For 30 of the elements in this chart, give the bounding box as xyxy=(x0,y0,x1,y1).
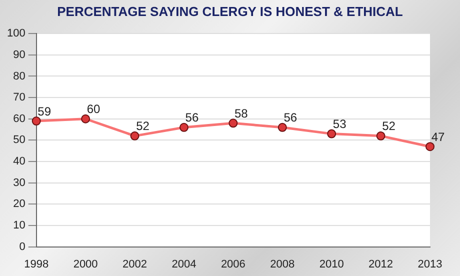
y-tick-label: 60 xyxy=(13,112,26,125)
data-label: 58 xyxy=(234,106,248,120)
data-label: 52 xyxy=(136,119,150,134)
x-tick-label: 2008 xyxy=(270,258,295,270)
x-tick-label: 2000 xyxy=(73,258,98,270)
y-tick-label: 70 xyxy=(13,92,26,104)
x-tick-label: 2013 xyxy=(418,258,442,270)
y-tick-label: 80 xyxy=(13,70,26,82)
x-tick-label: 2006 xyxy=(220,258,246,270)
x-tick-label: 2002 xyxy=(122,258,148,270)
y-tick-label: 30 xyxy=(13,176,26,189)
chart-title: PERCENTAGE SAYING CLERGY IS HONEST & ETHICAL xyxy=(56,4,404,19)
data-label: 59 xyxy=(38,104,52,118)
x-tick-label: 1998 xyxy=(24,258,49,270)
y-tick-label: 20 xyxy=(13,198,26,210)
y-tick-label: 50 xyxy=(13,134,26,146)
data-label: 53 xyxy=(332,117,347,132)
y-tick-label: 10 xyxy=(13,220,26,232)
y-tick-label: 40 xyxy=(13,156,26,168)
x-tick-label: 2012 xyxy=(368,258,394,270)
data-label: 47 xyxy=(431,130,445,144)
data-label: 60 xyxy=(86,102,101,116)
y-tick-label: 100 xyxy=(6,28,26,40)
x-tick-label: 2010 xyxy=(319,258,344,270)
x-tick-label: 2004 xyxy=(172,258,196,270)
y-tick-label: 0 xyxy=(19,240,26,253)
data-label: 56 xyxy=(185,110,199,125)
data-label: 56 xyxy=(284,110,298,125)
data-label: 52 xyxy=(382,119,396,134)
y-tick-label: 90 xyxy=(13,48,26,61)
